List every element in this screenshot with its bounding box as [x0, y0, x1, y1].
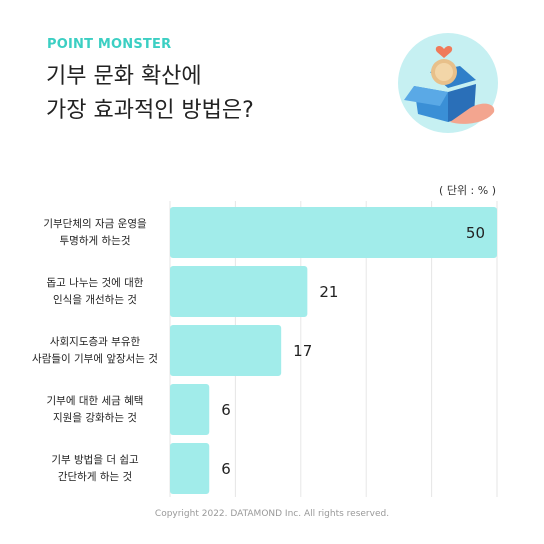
category-label: 기부 방법을 더 쉽고 간단하게 하는 것 — [51, 453, 139, 483]
category-label: 사회지도층과 부유한 사람들이 기부에 앞장서는 것 — [32, 335, 158, 365]
bar — [170, 207, 497, 258]
footer: Copyright 2022. DATAMOND Inc. All rights… — [154, 509, 390, 519]
value-label: 6 — [221, 401, 231, 419]
bar — [170, 384, 210, 435]
category-label: 기부단체의 자금 운영을 투명하게 하는것 — [43, 217, 147, 247]
bar — [170, 266, 308, 317]
illustration — [398, 33, 498, 133]
bar — [170, 325, 282, 376]
unit-label: ( 단위 : % ) — [439, 184, 496, 197]
value-label: 50 — [466, 224, 485, 242]
chart-title: 기부 문화 확산에 가장 효과적인 방법은? — [46, 64, 254, 123]
value-label: 21 — [319, 283, 338, 301]
category-label: 기부에 대한 세금 혜택 지원을 강화하는 것 — [46, 394, 144, 424]
value-label: 17 — [293, 342, 312, 360]
category-label: 돕고 나누는 것에 대한 인식을 개선하는 것 — [46, 276, 144, 306]
value-label: 6 — [221, 460, 231, 478]
bar — [170, 443, 210, 494]
brand: POINT MONSTER — [47, 37, 172, 52]
